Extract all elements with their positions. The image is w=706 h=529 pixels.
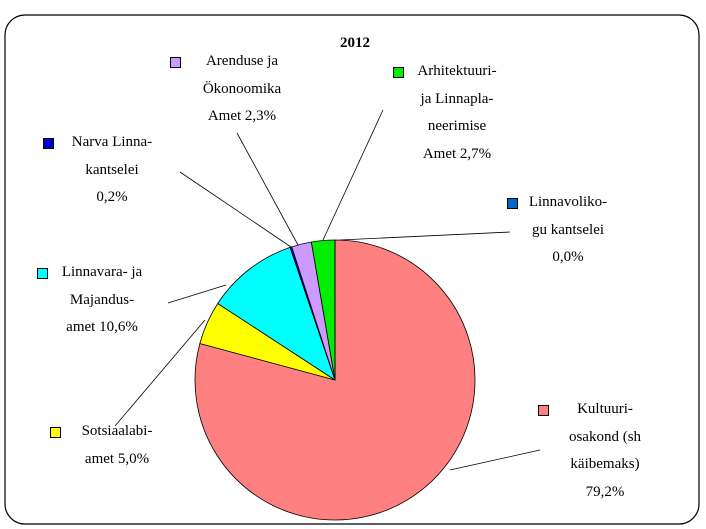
chart-title: 2012 bbox=[340, 35, 370, 51]
legend-key bbox=[538, 405, 549, 416]
pie-slice bbox=[217, 246, 336, 381]
category-label: Linnavara- ja Majandus- amet bbox=[61, 264, 143, 335]
legend-key bbox=[43, 138, 54, 149]
slice-label: Linnavoliko- gu kantselei 0,0% bbox=[529, 189, 607, 272]
slice-label: Arenduse ja Ökonoomika Amet 2,3% bbox=[203, 48, 281, 131]
legend-key bbox=[393, 67, 404, 78]
value-label: 79,2% bbox=[585, 483, 625, 500]
pie-slice bbox=[194, 239, 476, 521]
leader-line bbox=[179, 171, 292, 248]
slice-label: Arhitektuuri- ja Linnapla- neerimise Ame… bbox=[417, 58, 496, 168]
value-label: 10,6% bbox=[99, 319, 138, 335]
category-label: Arhitektuuri- ja Linnapla- neerimise Ame… bbox=[417, 63, 497, 162]
category-label: Arenduse ja Ökonoomika Amet bbox=[202, 53, 282, 124]
value-label: 5,0% bbox=[117, 450, 150, 467]
slice-label: Sotsiaalabi- amet 5,0% bbox=[82, 418, 153, 473]
value-label: 2,7% bbox=[459, 145, 492, 162]
slice-label: Narva Linna- kantselei 0,2% bbox=[72, 129, 152, 212]
value-label: 0,0% bbox=[552, 249, 584, 265]
legend-key bbox=[37, 268, 48, 279]
category-label: Kultuuri- osakond (sh käibemaks) bbox=[568, 401, 642, 472]
category-label: Narva Linna- kantselei bbox=[71, 134, 153, 178]
value-label: 0,2% bbox=[96, 189, 128, 205]
leader-line bbox=[114, 319, 206, 427]
category-label: Linnavoliko- gu kantselei bbox=[528, 194, 608, 238]
leader-line bbox=[339, 231, 511, 241]
slice-label: Kultuuri- osakond (sh käibemaks) 79,2% bbox=[569, 396, 641, 506]
leader-line bbox=[167, 284, 227, 304]
legend-key bbox=[170, 57, 181, 68]
leader-line bbox=[322, 109, 384, 241]
leader-line bbox=[449, 449, 541, 471]
value-label: 2,3% bbox=[244, 108, 277, 124]
leader-line bbox=[236, 132, 299, 246]
category-label: Sotsiaalabi- amet bbox=[81, 423, 153, 467]
slice-label: Linnavara- ja Majandus- amet 10,6% bbox=[62, 259, 142, 342]
legend-key bbox=[50, 427, 61, 438]
legend-key bbox=[507, 198, 518, 209]
